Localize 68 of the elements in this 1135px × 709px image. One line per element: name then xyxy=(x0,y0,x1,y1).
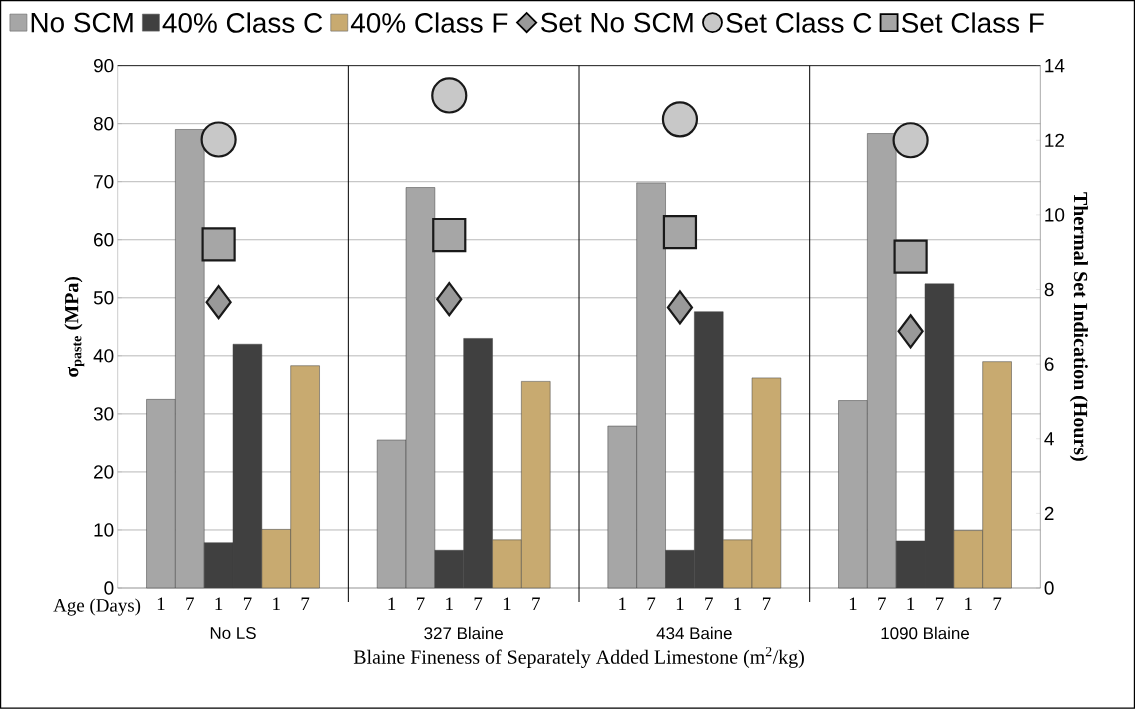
point xyxy=(200,121,237,158)
x-tick-label: 1 xyxy=(676,597,684,611)
x-axis-title: Blaine Fineness of Separately Added Limestone (m$^{2}$/kg) xyxy=(353,647,804,669)
x-tick-label: 7 xyxy=(993,597,1002,611)
text: 434 Baine xyxy=(656,626,732,640)
legend-label: 40% Class F xyxy=(350,12,508,33)
y-tick-label: 0 xyxy=(104,581,114,595)
x-tick-label: 7 xyxy=(416,597,425,611)
point xyxy=(662,215,698,250)
y-tick-label: 50 xyxy=(93,291,114,305)
text: 327 Blaine xyxy=(424,626,503,640)
point xyxy=(666,290,694,325)
x-tick-label: 7 xyxy=(474,597,483,611)
x-tick-label: 7 xyxy=(647,597,656,611)
y-tick-label: 10 xyxy=(94,523,114,537)
legend-label: Set Class C xyxy=(726,12,872,33)
y2-tick-label: 0 xyxy=(1044,581,1054,595)
x-tick-label: 1 xyxy=(388,597,396,611)
y-tick-label: 70 xyxy=(94,175,114,189)
x-tick-label: 1 xyxy=(446,597,453,611)
y-tick-label: 20 xyxy=(94,465,114,479)
text: Age (Days) xyxy=(53,598,141,616)
point xyxy=(201,227,236,262)
point xyxy=(897,314,924,349)
y-tick-label: 90 xyxy=(93,59,114,73)
x-tick-label: 1 xyxy=(907,597,915,611)
y-tick-label: 30 xyxy=(93,407,114,421)
x-tick-label: 7 xyxy=(301,597,310,611)
y-axis-title: σ$_{paste}$ (MPa) xyxy=(64,277,85,378)
point xyxy=(205,285,232,320)
x-tick-label: 7 xyxy=(186,597,194,611)
x-tick-label: 7 xyxy=(878,597,886,611)
legend-label: Set Class F xyxy=(901,12,1044,33)
y2-tick-label: 10 xyxy=(1045,208,1065,222)
x-tick-label: 7 xyxy=(935,597,944,611)
y2-tick-label: 2 xyxy=(1044,506,1054,521)
x-tick-label: 1 xyxy=(503,597,511,611)
x-tick-label: 7 xyxy=(532,597,540,611)
text: 1090 Blaine xyxy=(881,626,969,640)
text: No LS xyxy=(210,627,256,640)
x-tick-label: 7 xyxy=(762,597,771,611)
x-tick-label: 1 xyxy=(849,597,857,611)
y2-tick-label: 4 xyxy=(1044,432,1054,446)
x-tick-label: 1 xyxy=(734,597,742,611)
y2-tick-label: 6 xyxy=(1044,357,1054,371)
point xyxy=(892,122,929,159)
x-tick-label: 1 xyxy=(157,597,165,611)
point xyxy=(661,101,699,138)
y-tick-label: 60 xyxy=(94,233,114,247)
point xyxy=(432,218,467,253)
y2-tick-label: 14 xyxy=(1045,59,1065,73)
y2-tick-label: 8 xyxy=(1044,282,1054,297)
point xyxy=(893,239,928,274)
x-tick-label: 7 xyxy=(705,597,713,611)
y2-axis-title: Thermal Set Indication (Hours) xyxy=(1069,192,1088,461)
y2-tick-label: 12 xyxy=(1045,133,1064,148)
point xyxy=(436,282,463,317)
legend-label: 40% Class C xyxy=(162,12,323,33)
x-tick-label: 1 xyxy=(619,597,626,611)
x-tick-label: 1 xyxy=(965,597,972,611)
x-tick-label: 1 xyxy=(273,597,280,611)
point xyxy=(431,77,468,114)
x-tick-label: 1 xyxy=(215,597,223,611)
legend-label: Set No SCM xyxy=(541,12,693,33)
y-tick-label: 40 xyxy=(93,349,114,363)
y-tick-label: 80 xyxy=(93,117,114,131)
legend-label: No SCM xyxy=(31,12,133,33)
x-tick-label: 7 xyxy=(243,597,252,611)
